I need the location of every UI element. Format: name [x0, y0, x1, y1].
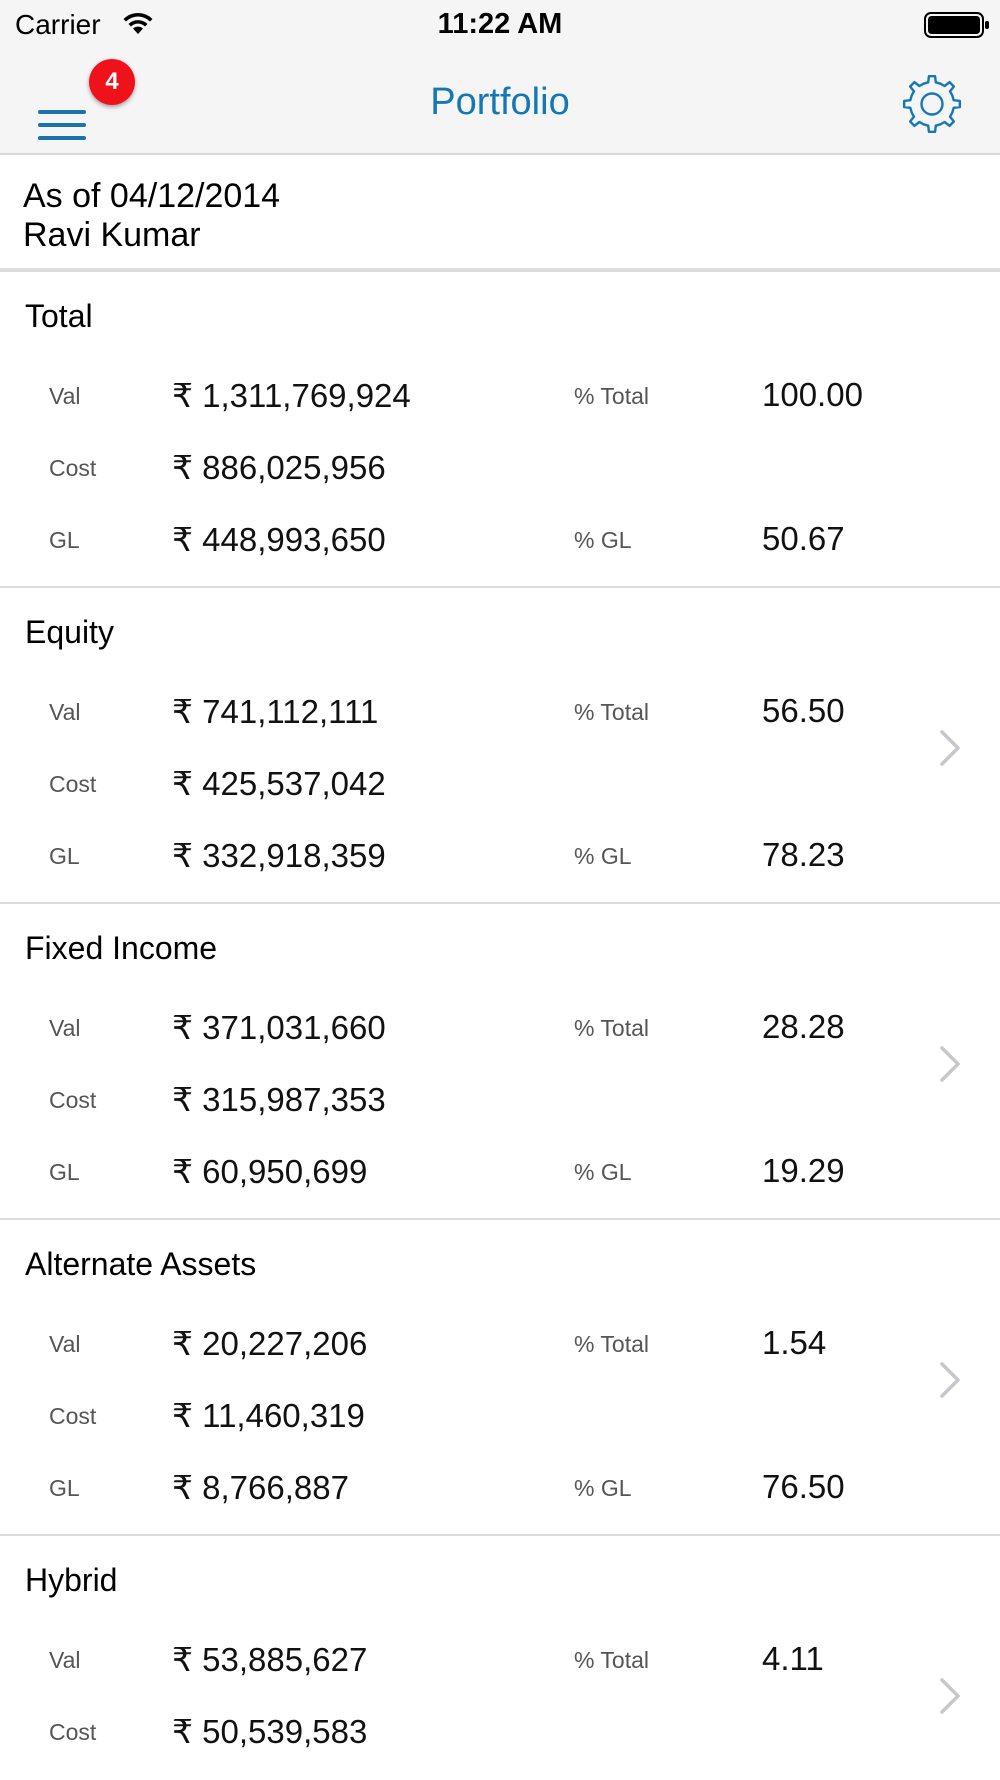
- cost-value: ₹ 50,539,583: [172, 1713, 368, 1750]
- navigation-bar: 4 Portfolio: [0, 52, 1000, 155]
- pct-total-label: % Total: [574, 1015, 650, 1041]
- pct-total-label: % Total: [574, 383, 650, 409]
- gear-icon[interactable]: [898, 70, 966, 138]
- pct-gl-label: % GL: [574, 527, 632, 553]
- chevron-right-icon: [940, 730, 960, 766]
- status-bar: Carrier 11:22 AM: [0, 0, 1000, 52]
- cost-value: ₹ 886,025,956: [172, 449, 386, 486]
- pct-gl-label: % GL: [574, 1159, 632, 1185]
- section-title: Fixed Income: [25, 930, 218, 966]
- chevron-right-icon: [940, 1678, 960, 1714]
- cost-value: ₹ 425,537,042: [172, 765, 386, 802]
- gl-label: GL: [49, 527, 80, 553]
- chevron-right-icon: [940, 1046, 960, 1082]
- section-total: Total Val ₹ 1,311,769,924 % Total 100.00…: [0, 270, 1000, 588]
- as-of-date: As of 04/12/2014: [23, 177, 281, 215]
- val-label: Val: [49, 699, 81, 725]
- val-value: ₹ 741,112,111: [172, 693, 379, 730]
- val-label: Val: [49, 383, 81, 409]
- wifi-icon: [123, 12, 153, 34]
- chevron-right-icon: [940, 1362, 960, 1398]
- cost-label: Cost: [49, 1403, 97, 1429]
- pct-total-value: 4.11: [762, 1640, 824, 1677]
- cost-label: Cost: [49, 455, 97, 481]
- gl-label: GL: [49, 843, 80, 869]
- pct-total-label: % Total: [574, 1647, 650, 1673]
- page-title: Portfolio: [430, 81, 570, 123]
- pct-total-value: 56.50: [762, 692, 845, 729]
- val-value: ₹ 371,031,660: [172, 1009, 386, 1046]
- pct-gl-value: 76.50: [762, 1468, 845, 1505]
- val-value: ₹ 1,311,769,924: [172, 377, 411, 414]
- pct-total-value: 28.28: [762, 1008, 845, 1045]
- section-fixed-income[interactable]: Fixed Income Val ₹ 371,031,660 % Total 2…: [0, 902, 1000, 1220]
- pct-total-value: 100.00: [762, 376, 863, 413]
- section-title: Hybrid: [25, 1562, 118, 1598]
- section-alternate-assets[interactable]: Alternate Assets Val ₹ 20,227,206 % Tota…: [0, 1218, 1000, 1536]
- pct-gl-value: 19.29: [762, 1152, 845, 1189]
- gl-label: GL: [49, 1159, 80, 1185]
- val-value: ₹ 53,885,627: [172, 1641, 368, 1678]
- cost-label: Cost: [49, 1719, 97, 1745]
- section-title: Total: [25, 298, 93, 334]
- carrier-label: Carrier: [15, 9, 101, 40]
- gl-value: ₹ 8,766,887: [172, 1469, 349, 1506]
- divider: [0, 268, 1000, 270]
- section-equity[interactable]: Equity Val ₹ 741,112,111 % Total 56.50 C…: [0, 586, 1000, 904]
- val-value: ₹ 20,227,206: [172, 1325, 368, 1362]
- gl-value: ₹ 332,918,359: [172, 837, 386, 874]
- cost-value: ₹ 315,987,353: [172, 1081, 386, 1118]
- gl-value: ₹ 448,993,650: [172, 521, 386, 558]
- pct-total-label: % Total: [574, 1331, 650, 1357]
- val-label: Val: [49, 1331, 81, 1357]
- cost-label: Cost: [49, 771, 97, 797]
- gl-value: ₹ 60,950,699: [172, 1153, 368, 1190]
- pct-gl-value: 50.67: [762, 520, 845, 557]
- section-hybrid[interactable]: Hybrid Val ₹ 53,885,627 % Total 4.11 Cos…: [0, 1534, 1000, 1780]
- battery-icon: [924, 12, 989, 38]
- cost-label: Cost: [49, 1087, 97, 1113]
- hamburger-menu-icon: [38, 108, 86, 142]
- pct-gl-label: % GL: [574, 1475, 632, 1501]
- pct-gl-value: 78.23: [762, 836, 845, 873]
- val-label: Val: [49, 1647, 81, 1673]
- pct-gl-label: % GL: [574, 843, 632, 869]
- user-name: Ravi Kumar: [23, 216, 201, 254]
- menu-button[interactable]: [30, 78, 100, 140]
- val-label: Val: [49, 1015, 81, 1041]
- pct-total-label: % Total: [574, 699, 650, 725]
- status-time: 11:22 AM: [437, 8, 563, 40]
- cost-value: ₹ 11,460,319: [172, 1397, 365, 1434]
- pct-total-value: 1.54: [762, 1324, 827, 1361]
- section-title: Alternate Assets: [25, 1246, 257, 1282]
- notification-badge: 4: [89, 59, 135, 105]
- gl-label: GL: [49, 1475, 80, 1501]
- section-title: Equity: [25, 614, 114, 650]
- portfolio-header: As of 04/12/2014 Ravi Kumar: [0, 155, 1000, 270]
